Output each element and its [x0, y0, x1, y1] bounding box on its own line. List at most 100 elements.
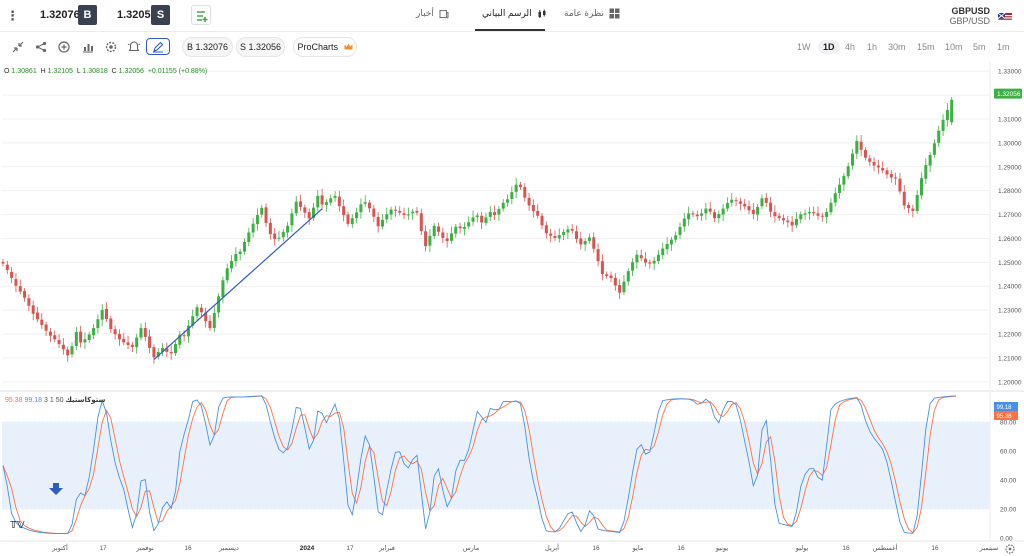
- time-tick-label: 17: [99, 545, 107, 552]
- buy-button[interactable]: B: [78, 5, 97, 25]
- stochastic-lines: [2, 395, 957, 535]
- candle-body: [27, 298, 31, 306]
- candle-body: [816, 213, 820, 216]
- timeframe-1w[interactable]: 1W: [797, 42, 811, 52]
- ohlc-close-label: C: [111, 68, 117, 75]
- candle-body: [730, 199, 734, 203]
- candle-body: [79, 331, 83, 343]
- candle-body: [238, 251, 242, 254]
- buy-price-pill[interactable]: B 1.32076: [182, 37, 233, 57]
- timeframe-30m[interactable]: 30m: [888, 42, 906, 52]
- add-circle-icon[interactable]: [57, 40, 71, 54]
- candle-body: [303, 207, 307, 213]
- candle-body: [217, 296, 221, 313]
- time-tick-label: 16: [592, 545, 600, 552]
- draw-tool-button[interactable]: [146, 38, 170, 55]
- ohlc-high-label: H: [40, 68, 46, 75]
- candle-body: [751, 209, 755, 215]
- candle-body: [419, 213, 423, 232]
- symbol-code: GBPUSD: [951, 6, 990, 16]
- candle-body: [57, 340, 61, 345]
- procharts-button[interactable]: ProCharts: [293, 37, 357, 57]
- candle-body: [10, 271, 14, 278]
- candle-body: [626, 271, 630, 282]
- grid-icon: [609, 8, 620, 19]
- candle-body: [368, 202, 372, 209]
- candle-body: [661, 248, 665, 256]
- indicator-d-value: 95.38: [5, 397, 23, 404]
- candle-body: [635, 254, 639, 263]
- sell-price-pill[interactable]: S 1.32056: [236, 37, 285, 57]
- candles: [1, 96, 954, 364]
- collapse-icon[interactable]: [11, 40, 25, 54]
- candle-body: [592, 237, 596, 249]
- more-menu-icon[interactable]: ⋮: [6, 8, 19, 23]
- timeframe-15m[interactable]: 15m: [917, 42, 935, 52]
- candle-body: [743, 203, 747, 207]
- ohlc-close: 1.32056: [118, 68, 144, 75]
- candle-body: [682, 218, 686, 227]
- candle-body: [186, 325, 190, 337]
- candle-body: [540, 215, 544, 226]
- settings-icon[interactable]: [104, 40, 118, 54]
- candle-body: [350, 218, 354, 225]
- watchlist-button[interactable]: [191, 5, 211, 25]
- axis-settings-icon[interactable]: [1005, 544, 1015, 554]
- trendline[interactable]: [153, 208, 323, 361]
- candle-body: [700, 213, 704, 216]
- sell-button[interactable]: S: [151, 5, 170, 25]
- candle-body: [764, 197, 768, 203]
- candle-body: [566, 229, 570, 233]
- candle-body: [122, 338, 126, 343]
- tab-news[interactable]: أخبار: [416, 8, 449, 19]
- timeframe-5m[interactable]: 5m: [973, 42, 986, 52]
- candle-body: [173, 344, 177, 354]
- time-tick-label: نوفمبر: [135, 545, 154, 552]
- ohlc-open: 1.30861: [11, 68, 37, 75]
- timeframe-1m[interactable]: 1m: [997, 42, 1010, 52]
- candle-body: [639, 255, 643, 259]
- candle-body: [838, 184, 842, 194]
- time-tick-label: ديسمبر: [218, 545, 239, 552]
- share-icon[interactable]: [34, 40, 48, 54]
- candle-body: [61, 344, 65, 350]
- candle-body: [518, 184, 522, 188]
- alert-icon[interactable]: [127, 40, 141, 54]
- candle-body: [385, 214, 389, 220]
- candle-body: [665, 243, 669, 250]
- candle-body: [799, 214, 803, 220]
- candle-body: [562, 231, 566, 235]
- time-tick-label: 16: [931, 545, 939, 552]
- candle-body: [143, 328, 147, 337]
- candle-body: [40, 319, 44, 325]
- timeframe-1d[interactable]: 1D: [818, 40, 840, 54]
- indicators-icon[interactable]: [81, 40, 95, 54]
- candle-body: [648, 262, 652, 264]
- candle-body: [307, 212, 311, 219]
- chart-grid: [0, 62, 1024, 541]
- tab-chart[interactable]: الرسم البياني: [482, 8, 547, 19]
- time-tick-label: يونيو: [715, 545, 728, 552]
- candle-body: [600, 261, 604, 275]
- candle-body: [544, 225, 548, 234]
- timeframe-4h[interactable]: 4h: [845, 42, 856, 52]
- candle-body: [48, 331, 52, 336]
- price-chart[interactable]: 1.330001.320001.310001.300001.290001.280…: [0, 62, 1024, 556]
- timeframe-10m[interactable]: 10m: [945, 42, 963, 52]
- candle-body: [557, 235, 561, 239]
- candle-body: [92, 328, 96, 336]
- tab-overview[interactable]: نظرة عامة: [564, 8, 620, 19]
- price-tick-label: 1.21000: [998, 355, 1022, 362]
- candle-body: [432, 225, 436, 237]
- stochastic-legend[interactable]: ستوكاستيك 50 1 3 99.18 95.38: [5, 396, 105, 404]
- stochastic-axis: 80.00 60.00 40.00 20.00 0.00 99.18 95.38: [994, 402, 1018, 543]
- candle-body: [475, 215, 479, 217]
- candle-body: [911, 208, 915, 211]
- active-tab-indicator: [475, 29, 545, 31]
- ohlc-low-label: L: [76, 68, 81, 75]
- timeframe-1h[interactable]: 1h: [867, 42, 878, 52]
- candle-body: [497, 209, 501, 215]
- candle-body: [531, 204, 535, 211]
- candle-body: [863, 150, 867, 158]
- price-tick-label: 1.31000: [998, 116, 1022, 123]
